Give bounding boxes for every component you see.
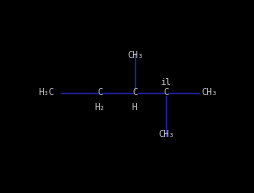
Text: C: C <box>132 88 137 97</box>
Text: H₂: H₂ <box>94 103 105 112</box>
Text: C: C <box>97 88 102 97</box>
Text: CH₃: CH₃ <box>200 88 216 97</box>
Text: C: C <box>163 88 168 97</box>
Text: CH₃: CH₃ <box>127 51 143 60</box>
Text: H₃C: H₃C <box>38 88 54 97</box>
Text: il: il <box>160 78 171 87</box>
Text: CH₃: CH₃ <box>157 130 173 139</box>
Text: H: H <box>131 103 136 112</box>
